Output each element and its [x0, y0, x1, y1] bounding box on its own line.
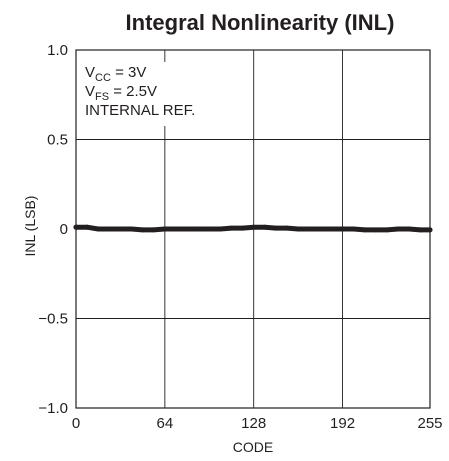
data-point — [217, 226, 223, 232]
data-point — [295, 226, 301, 232]
data-point — [328, 226, 334, 232]
data-point — [184, 226, 190, 232]
annotation-line: INTERNAL REF. — [85, 102, 195, 119]
data-point — [373, 227, 379, 233]
y-axis-label: INL (LSB) — [22, 196, 38, 257]
x-tick-label: 64 — [157, 415, 174, 432]
x-axis-label: CODE — [233, 439, 273, 455]
data-point — [395, 226, 401, 232]
x-tick-label: 128 — [241, 415, 266, 432]
y-tick-label: 0 — [60, 221, 68, 238]
data-point — [117, 226, 123, 232]
data-point — [284, 225, 290, 231]
annotation-box — [82, 62, 206, 126]
chart-title: Integral Nonlinearity (INL) — [126, 10, 395, 35]
data-point — [162, 226, 168, 232]
data-point — [351, 226, 357, 232]
data-point — [129, 226, 134, 232]
data-point — [173, 226, 179, 232]
x-tick-label: 192 — [330, 415, 355, 432]
data-point — [273, 225, 279, 231]
annotation-line: VFS = 2.5V — [85, 83, 157, 103]
data-point — [140, 227, 146, 233]
y-tick-label: 0.5 — [47, 132, 68, 149]
annotation-line: VCC = 3V — [85, 64, 146, 84]
data-series — [73, 224, 433, 233]
plot-frame — [75, 49, 431, 409]
y-tick-label: −0.5 — [38, 311, 68, 328]
data-point — [229, 225, 234, 231]
x-tick-label: 255 — [417, 415, 442, 432]
data-point — [206, 226, 212, 232]
data-point — [262, 224, 268, 230]
data-point — [317, 226, 323, 232]
data-point — [306, 226, 312, 232]
data-point — [251, 224, 257, 230]
data-point — [362, 227, 368, 233]
data-point — [106, 226, 112, 232]
data-point — [384, 227, 390, 233]
data-point — [406, 226, 412, 232]
data-point — [240, 225, 246, 231]
data-point — [340, 226, 345, 232]
data-point — [195, 226, 201, 232]
tick-labels: 0 64 128 192 255 1.0 0.5 0 −0.5 −1.0 — [38, 42, 442, 432]
y-tick-label: −1.0 — [38, 400, 68, 417]
data-point — [84, 224, 90, 230]
x-tick-label: 0 — [72, 415, 80, 432]
data-point — [151, 227, 157, 233]
data-point — [417, 227, 423, 233]
data-point — [95, 226, 101, 232]
y-tick-label: 1.0 — [47, 42, 68, 59]
